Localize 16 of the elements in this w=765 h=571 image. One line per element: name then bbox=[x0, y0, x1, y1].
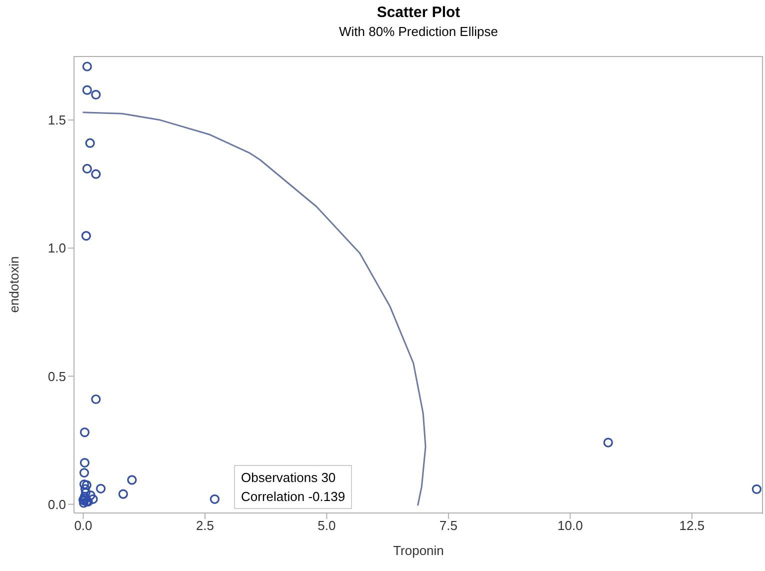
x-tick-label: 12.5 bbox=[679, 518, 705, 534]
x-tick-label: 5.0 bbox=[318, 518, 336, 534]
y-tick-label: 0.5 bbox=[48, 368, 66, 384]
chart-subtitle: With 80% Prediction Ellipse bbox=[338, 24, 499, 39]
y-tick-label: 0.0 bbox=[48, 496, 66, 512]
x-axis-title: Troponin bbox=[393, 543, 444, 558]
chart-title: Scatter Plot bbox=[376, 4, 462, 21]
x-tick-label: 7.5 bbox=[439, 518, 458, 534]
y-axis-title: endotoxin bbox=[6, 256, 22, 313]
x-tick-label: 2.5 bbox=[196, 518, 214, 534]
x-tick-label: 10.0 bbox=[558, 518, 583, 534]
y-tick-label: 1.0 bbox=[48, 240, 66, 256]
annotation: Observations 30 bbox=[241, 469, 337, 487]
x-tick-label: 0.0 bbox=[74, 518, 92, 534]
annotation: Correlation -0.139 bbox=[241, 488, 346, 506]
y-tick-label: 1.5 bbox=[48, 112, 66, 128]
